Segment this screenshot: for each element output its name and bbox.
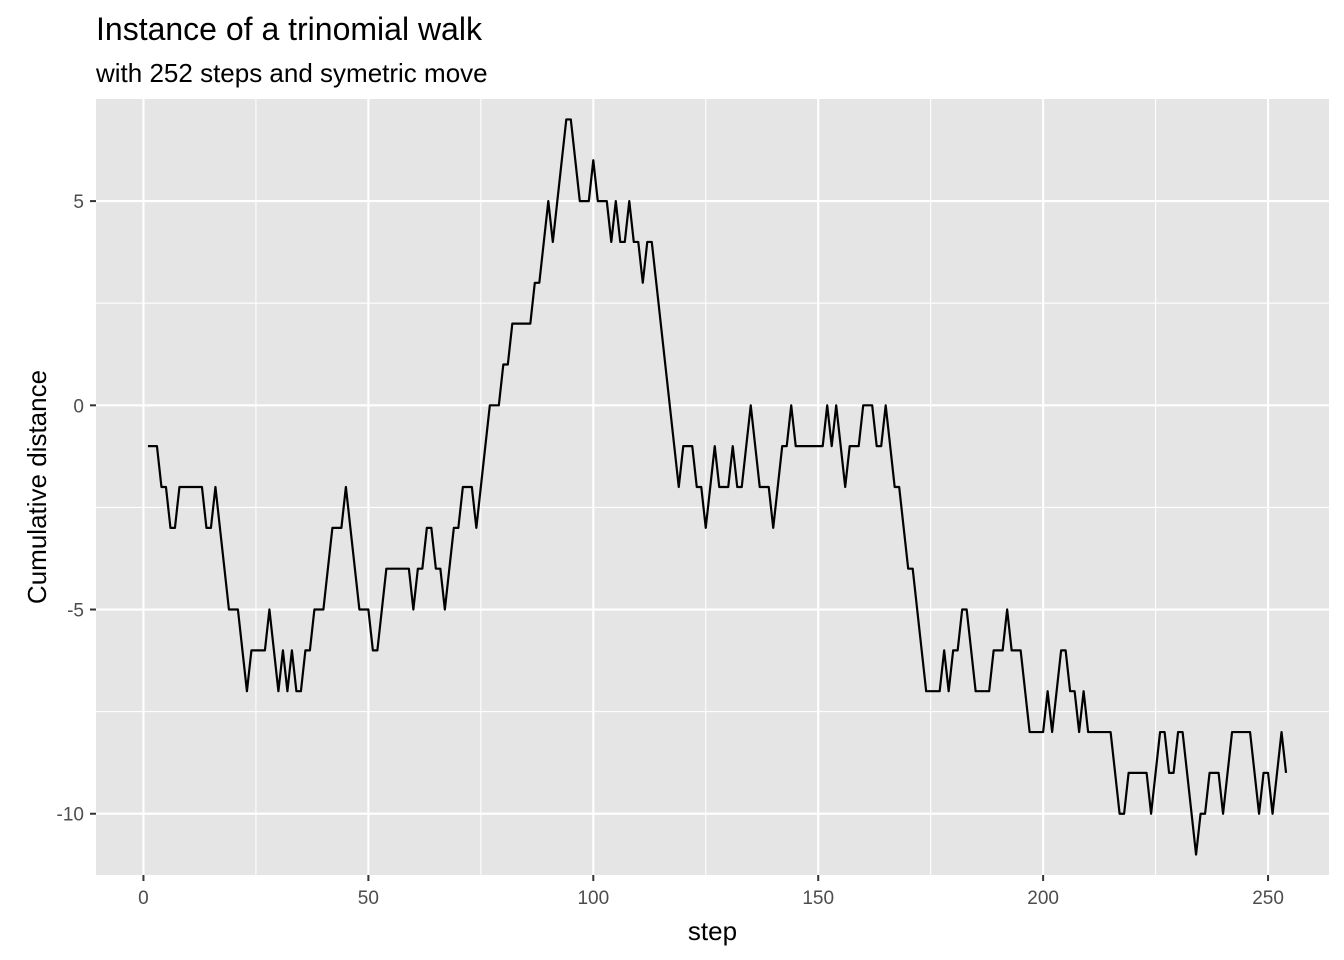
x-tick-label: 200 (1027, 888, 1059, 909)
y-tick-label: 5 (73, 192, 84, 213)
y-tick-label: -5 (67, 601, 84, 622)
x-axis: 0 50 100 150 200 250 (138, 875, 1284, 909)
x-tick-label: 0 (138, 888, 149, 909)
x-tick-label: 50 (358, 888, 379, 909)
chart-subtitle: with 252 steps and symetric move (95, 58, 488, 88)
y-tick-label: -10 (57, 805, 84, 826)
chart-title: Instance of a trinomial walk (96, 11, 483, 47)
y-tick-label: 0 (73, 396, 84, 417)
x-tick-label: 150 (802, 888, 834, 909)
y-axis-title: Cumulative distance (22, 370, 52, 604)
plot-panel (96, 99, 1329, 875)
walk-series-line (147, 118, 1288, 856)
x-tick-label: 100 (577, 888, 609, 909)
x-tick-label: 250 (1252, 888, 1284, 909)
y-axis: -10 -5 0 5 (57, 192, 96, 826)
minor-gridlines (96, 99, 1329, 875)
x-axis-title: step (688, 916, 737, 946)
